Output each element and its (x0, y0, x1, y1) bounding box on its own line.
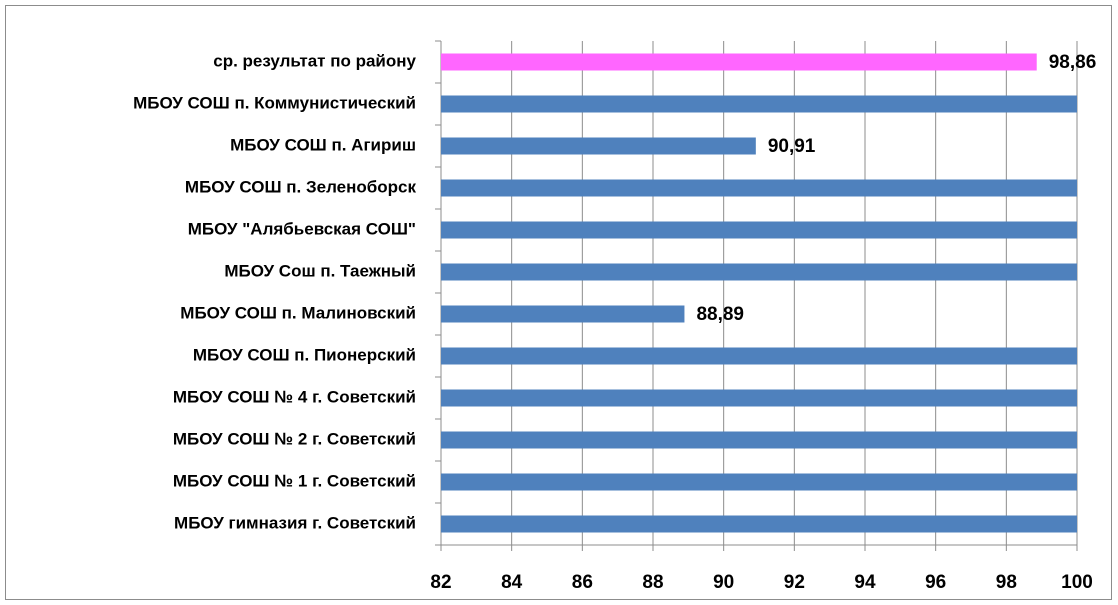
bar (441, 263, 1077, 281)
bar (441, 473, 1077, 491)
x-tick-label: 96 (925, 572, 946, 593)
bar (441, 53, 1037, 71)
x-tick-label: 92 (784, 572, 805, 593)
category-label: МБОУ "Алябьевская СОШ" (188, 219, 416, 238)
bar (441, 305, 685, 323)
x-tick-label: 90 (713, 572, 734, 593)
x-tick-label: 88 (642, 572, 663, 593)
x-tick-label: 100 (1061, 572, 1093, 593)
category-label: МБОУ гимназия г. Советский (174, 513, 416, 532)
category-label: МБОУ СОШ п. Пионерский (193, 345, 416, 364)
bar (441, 137, 756, 155)
category-label: МБОУ СОШ п. Малиновский (180, 303, 416, 322)
category-label: МБОУ СОШ п. Агириш (230, 135, 416, 154)
bar (441, 389, 1077, 407)
x-tick-label: 98 (996, 572, 1017, 593)
bar (441, 431, 1077, 449)
value-label: 88,89 (696, 304, 744, 325)
category-label: МБОУ СОШ № 4 г. Советский (173, 387, 416, 406)
category-label: МБОУ Сош п. Таежный (224, 261, 416, 280)
bar (441, 95, 1077, 113)
x-tick-label: 82 (430, 572, 451, 593)
value-label: 90,91 (768, 136, 816, 157)
x-tick-label: 84 (501, 572, 523, 593)
category-label: МБОУ СОШ п. Зеленоборск (185, 177, 417, 196)
bar (441, 515, 1077, 533)
category-label: МБОУ СОШ № 2 г. Советский (173, 429, 416, 448)
bar (441, 179, 1077, 197)
x-tick-label: 86 (572, 572, 593, 593)
value-label: 98,86 (1049, 52, 1097, 73)
bar (441, 347, 1077, 365)
x-tick-label: 94 (854, 572, 876, 593)
bar (441, 221, 1077, 239)
category-label: МБОУ СОШ п. Коммунистический (133, 93, 416, 112)
category-label: ср. результат по району (213, 51, 416, 70)
category-label: МБОУ СОШ № 1 г. Советский (173, 471, 416, 490)
